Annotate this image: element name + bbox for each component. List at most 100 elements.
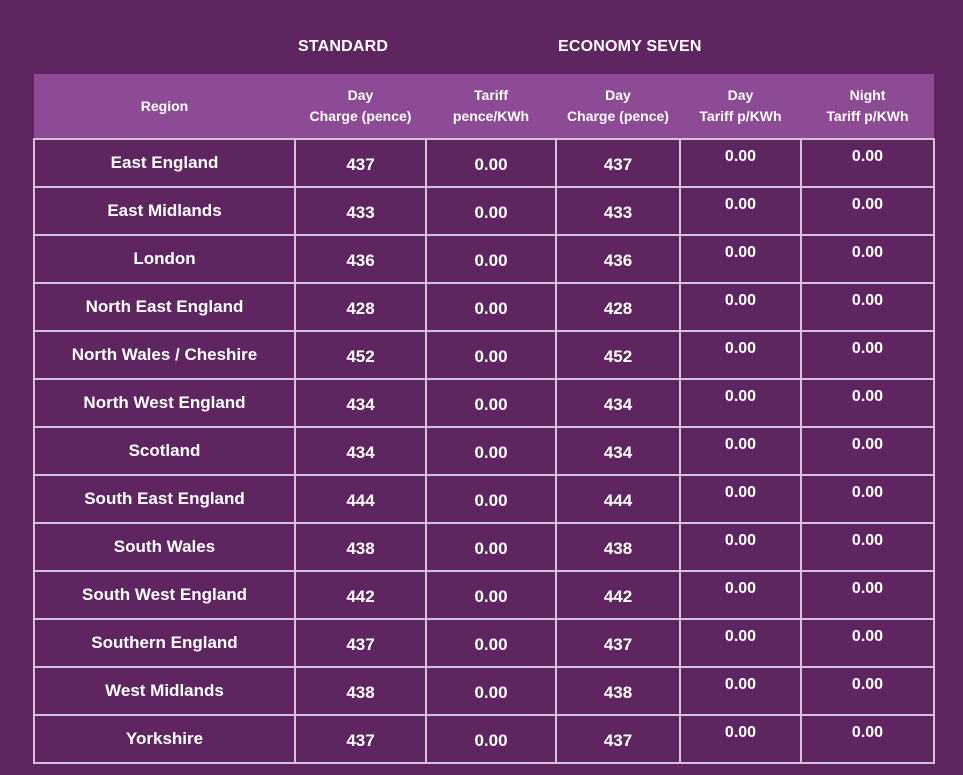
e7-night-tariff-cell: 0.00 (800, 234, 935, 284)
standard-tariff-cell: 0.00 (425, 522, 557, 572)
table-row: Yorkshire 437 0.00 437 0.00 0.00 (33, 714, 935, 764)
e7-day-tariff-cell: 0.00 (679, 234, 802, 284)
standard-tariff-cell: 0.00 (425, 378, 557, 428)
standard-tariff-cell: 0.00 (425, 186, 557, 236)
e7-day-charge-cell: 434 (555, 426, 681, 476)
table-row: Southern England 437 0.00 437 0.00 0.00 (33, 618, 935, 668)
header-e7-day-tariff-line1: Day (727, 87, 754, 103)
header-standard-tariff: Tariff pence/KWh (426, 74, 556, 139)
e7-night-tariff-cell: 0.00 (800, 330, 935, 380)
e7-day-tariff-cell: 0.00 (679, 714, 802, 764)
e7-night-tariff-cell: 0.00 (800, 522, 935, 572)
e7-night-tariff-cell: 0.00 (800, 570, 935, 620)
e7-day-tariff-cell: 0.00 (679, 330, 802, 380)
header-e7-day-tariff-line2: Tariff p/KWh (699, 108, 782, 124)
e7-day-tariff-cell: 0.00 (679, 474, 802, 524)
e7-day-charge-cell: 438 (555, 522, 681, 572)
region-cell: Scotland (33, 426, 296, 476)
e7-day-tariff-cell: 0.00 (679, 618, 802, 668)
e7-day-charge-cell: 434 (555, 378, 681, 428)
standard-tariff-cell: 0.00 (425, 138, 557, 188)
region-cell: North Wales / Cheshire (33, 330, 296, 380)
header-e7-day-charge-line1: Day (605, 87, 631, 103)
table-row: East England 437 0.00 437 0.00 0.00 (33, 138, 935, 188)
standard-day-charge-cell: 428 (294, 282, 427, 332)
e7-day-charge-cell: 444 (555, 474, 681, 524)
header-e7-day-charge-line2: Charge (pence) (567, 108, 669, 124)
region-cell: West Midlands (33, 666, 296, 716)
header-standard-day-charge: Day Charge (pence) (295, 74, 426, 139)
header-standard-day-charge-line1: Day (347, 87, 374, 103)
header-region: Region (34, 74, 295, 139)
region-cell: London (33, 234, 296, 284)
e7-day-tariff-cell: 0.00 (679, 282, 802, 332)
table-row: South Wales 438 0.00 438 0.00 0.00 (33, 522, 935, 572)
header-standard-tariff-line2: pence/KWh (452, 108, 530, 124)
e7-day-charge-cell: 438 (555, 666, 681, 716)
standard-day-charge-cell: 436 (294, 234, 427, 284)
region-cell: East Midlands (33, 186, 296, 236)
standard-tariff-cell: 0.00 (425, 426, 557, 476)
header-standard-day-charge-line2: Charge (pence) (309, 108, 412, 124)
header-e7-day-tariff: Day Tariff p/KWh (680, 74, 801, 139)
e7-day-tariff-cell: 0.00 (679, 138, 802, 188)
standard-day-charge-cell: 437 (294, 714, 427, 764)
standard-tariff-cell: 0.00 (425, 666, 557, 716)
e7-night-tariff-cell: 0.00 (800, 618, 935, 668)
e7-night-tariff-cell: 0.00 (800, 378, 935, 428)
table-row: South East England 444 0.00 444 0.00 0.0… (33, 474, 935, 524)
standard-tariff-cell: 0.00 (425, 570, 557, 620)
standard-day-charge-cell: 438 (294, 666, 427, 716)
standard-day-charge-cell: 434 (294, 378, 427, 428)
table-row: London 436 0.00 436 0.00 0.00 (33, 234, 935, 284)
standard-day-charge-cell: 444 (294, 474, 427, 524)
standard-tariff-cell: 0.00 (425, 714, 557, 764)
header-e7-day-charge: Day Charge (pence) (556, 74, 680, 139)
standard-day-charge-cell: 437 (294, 618, 427, 668)
e7-day-charge-cell: 437 (555, 618, 681, 668)
table-row: Scotland 434 0.00 434 0.00 0.00 (33, 426, 935, 476)
table-row: North Wales / Cheshire 452 0.00 452 0.00… (33, 330, 935, 380)
e7-night-tariff-cell: 0.00 (800, 714, 935, 764)
header-region-label: Region (140, 97, 189, 114)
e7-day-charge-cell: 433 (555, 186, 681, 236)
standard-tariff-cell: 0.00 (425, 282, 557, 332)
e7-night-tariff-cell: 0.00 (800, 426, 935, 476)
region-cell: South East England (33, 474, 296, 524)
header-standard-tariff-line1: Tariff (474, 87, 508, 103)
region-cell: South Wales (33, 522, 296, 572)
region-cell: South West England (33, 570, 296, 620)
e7-day-charge-cell: 436 (555, 234, 681, 284)
standard-day-charge-cell: 433 (294, 186, 427, 236)
e7-day-charge-cell: 437 (555, 714, 681, 764)
e7-day-tariff-cell: 0.00 (679, 378, 802, 428)
e7-day-charge-cell: 442 (555, 570, 681, 620)
region-cell: East England (33, 138, 296, 188)
table-body: East England 437 0.00 437 0.00 0.00 East… (33, 138, 935, 764)
standard-day-charge-cell: 438 (294, 522, 427, 572)
table-header: Region Day Charge (pence) Tariff pence/K… (34, 74, 934, 139)
e7-day-tariff-cell: 0.00 (679, 522, 802, 572)
region-cell: Southern England (33, 618, 296, 668)
e7-day-tariff-cell: 0.00 (679, 666, 802, 716)
table-row: South West England 442 0.00 442 0.00 0.0… (33, 570, 935, 620)
standard-tariff-cell: 0.00 (425, 618, 557, 668)
e7-night-tariff-cell: 0.00 (800, 282, 935, 332)
tariff-table: Region Day Charge (pence) Tariff pence/K… (33, 74, 935, 764)
standard-tariff-cell: 0.00 (425, 234, 557, 284)
e7-day-tariff-cell: 0.00 (679, 570, 802, 620)
e7-day-charge-cell: 428 (555, 282, 681, 332)
table-row: North West England 434 0.00 434 0.00 0.0… (33, 378, 935, 428)
e7-day-charge-cell: 452 (555, 330, 681, 380)
region-cell: North East England (33, 282, 296, 332)
table-row: East Midlands 433 0.00 433 0.00 0.00 (33, 186, 935, 236)
e7-day-tariff-cell: 0.00 (679, 186, 802, 236)
e7-day-charge-cell: 437 (555, 138, 681, 188)
table-row: North East England 428 0.00 428 0.00 0.0… (33, 282, 935, 332)
header-e7-night-tariff-line2: Tariff p/KWh (826, 108, 909, 124)
e7-day-tariff-cell: 0.00 (679, 426, 802, 476)
e7-night-tariff-cell: 0.00 (800, 138, 935, 188)
table-row: West Midlands 438 0.00 438 0.00 0.00 (33, 666, 935, 716)
header-e7-night-tariff-line1: Night (849, 87, 886, 103)
standard-day-charge-cell: 452 (294, 330, 427, 380)
